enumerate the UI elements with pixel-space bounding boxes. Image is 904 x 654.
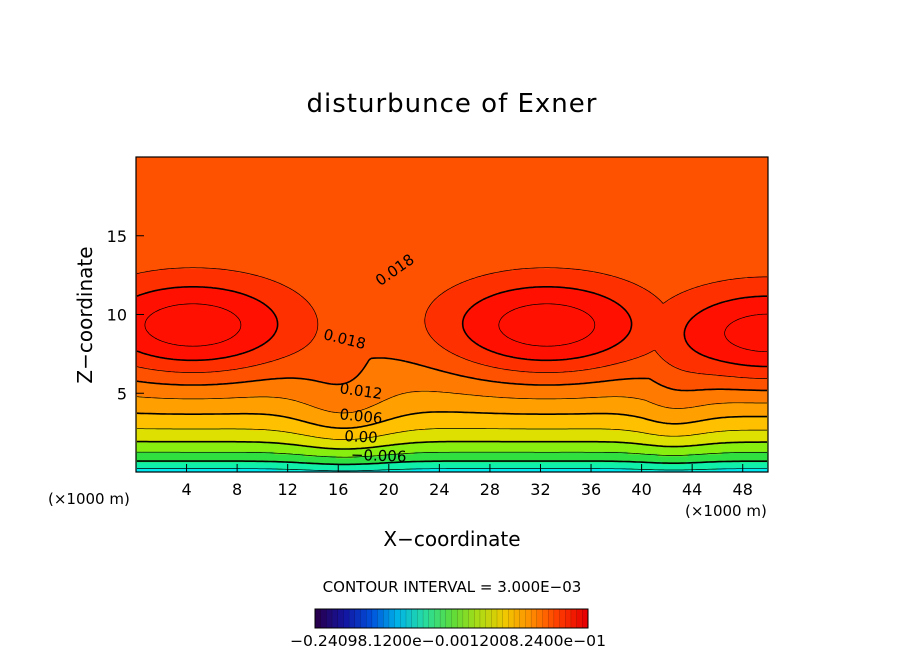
colorbar-swatch [496,608,504,629]
colorbar-swatch [337,608,344,629]
colorbar-swatch [383,608,390,629]
colorbar-swatch [365,608,373,629]
colorbar-swatch [360,608,367,629]
colorbar-swatch [456,608,464,629]
colorbar-swatch [343,608,350,629]
colorbar-swatch [542,608,549,629]
colorbar-swatch [428,608,435,629]
colorbar-swatch [479,608,487,629]
x-tick-label: 28 [480,480,500,499]
colorbar-swatch [422,608,430,629]
contour-line [136,411,767,429]
colorbar-swatch [405,608,413,629]
contour-line [136,390,767,414]
contour-line [137,460,767,466]
x-unit-right: (×1000 m) [685,502,767,520]
colorbar-swatch [348,608,356,629]
contour-line [136,267,767,379]
y-axis: 5 10 15 [107,227,144,403]
colorbar-swatch [462,608,470,629]
contour-interval-note: CONTOUR INTERVAL = 3.000E−03 [323,578,582,596]
contour-label: 0.012 [339,379,384,403]
colorbar-swatch [371,608,379,629]
x-axis: 4 8 12 16 20 24 28 32 36 40 44 48 [181,464,753,499]
colorbar-swatch [320,608,327,629]
colorbar-swatch [434,608,441,629]
x-tick-label: 20 [379,480,399,499]
contour-label: −0.006 [351,446,407,466]
contour-line [137,468,767,472]
x-tick-label: 32 [530,480,550,499]
colorbar-swatch [468,608,475,629]
x-tick-label: 24 [429,480,449,499]
x-unit-left: (×1000 m) [48,490,130,508]
x-tick-label: 44 [682,480,702,499]
contour-label: 0.00 [344,427,378,447]
colorbar-swatch [314,608,322,629]
colorbar-swatch [326,608,333,629]
contour-line [136,286,767,368]
colorbar-swatch [565,608,572,629]
contour-line [137,440,767,450]
chart-title: disturbunce of Exner [307,89,598,119]
colorbar-swatch [485,608,492,629]
x-tick-label: 4 [181,480,191,499]
plot-field [136,157,768,472]
colorbar-swatch [388,608,396,629]
colorbar-swatch [400,608,407,629]
x-tick-label: 16 [328,480,348,499]
x-axis-label: X−coordinate [383,527,520,551]
y-axis-label: Z−coordinate [73,246,97,383]
contour-line [144,303,768,353]
contour-line [137,451,767,458]
contour-line [136,357,767,392]
colorbar-swatch [570,608,578,629]
colorbar-swatch [474,608,481,629]
y-tick-label: 10 [107,306,127,325]
colorbar-swatch [525,608,532,629]
colorbar-swatch [576,608,583,629]
contour-line [137,428,767,440]
x-tick-label: 12 [278,480,298,499]
colorbar-swatch [502,608,509,629]
colorbar-swatch [439,608,447,629]
colorbar-swatch [553,608,561,629]
colorbar-swatch [519,608,526,629]
x-tick-label: 40 [631,480,651,499]
colorbar [314,608,589,629]
colorbar-labels: −0.24098.1200e−0.0012008.2400e−01 [290,632,606,650]
colorbar-swatch [559,608,566,629]
colorbar-swatch [536,608,544,629]
colorbar-swatch [331,608,339,629]
colorbar-swatch [411,608,418,629]
colorbar-swatch [354,608,362,629]
colorbar-swatch [513,608,521,629]
contour-lines [136,267,768,472]
colorbar-swatch [508,608,515,629]
colorbar-swatch [417,608,424,629]
colorbar-swatch [530,608,538,629]
y-tick-label: 5 [117,384,127,403]
colorbar-swatch [451,608,458,629]
x-tick-label: 8 [232,480,242,499]
x-tick-label: 48 [733,480,753,499]
colorbar-swatch [394,608,401,629]
colorbar-swatch [377,608,384,629]
colorbar-swatch [445,608,453,629]
y-tick-label: 15 [107,227,127,246]
contour-label: 0.006 [339,405,384,427]
x-tick-label: 36 [581,480,601,499]
colorbar-swatch [547,608,555,629]
colorbar-swatch [582,608,589,629]
colorbar-swatch [491,608,498,629]
colorbar-frame [314,608,589,629]
